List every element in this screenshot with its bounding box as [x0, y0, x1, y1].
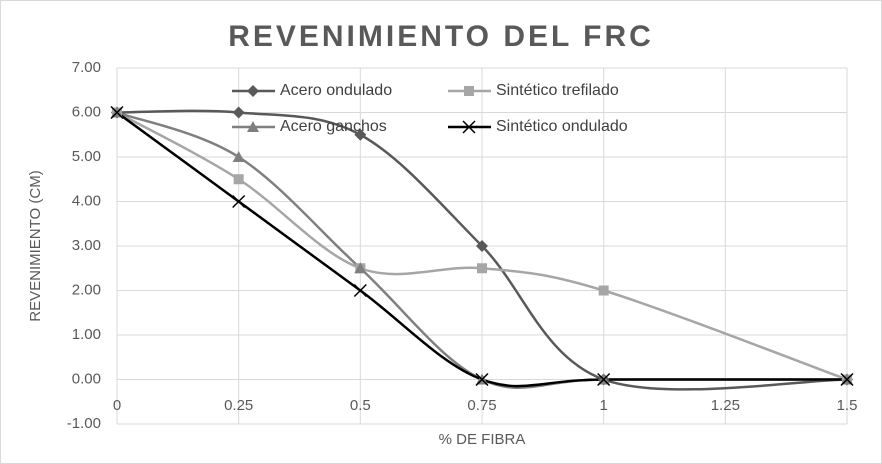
legend-text: Sintético ondulado — [496, 118, 628, 135]
chart-title: REVENIMIENTO DEL FRC — [228, 20, 654, 53]
marker — [840, 372, 854, 387]
x-tick-label: 0.5 — [350, 397, 371, 414]
x-tick-label: 0.75 — [467, 397, 496, 414]
marker — [476, 240, 488, 252]
legend-text: Acero ganchos — [280, 118, 387, 135]
marker — [232, 106, 245, 119]
marker — [233, 174, 244, 185]
y-tick-label: 2.00 — [72, 281, 101, 298]
x-axis-label: % DE FIBRA — [439, 431, 526, 448]
marker — [475, 372, 489, 387]
marker — [247, 85, 259, 97]
series-line — [116, 111, 847, 388]
legend-text: Acero ondulado — [280, 82, 392, 99]
y-tick-label: 1.00 — [72, 326, 101, 343]
marker — [464, 86, 474, 96]
y-axis-label: REVENIMIENTO (CM) — [27, 170, 44, 321]
marker — [462, 120, 476, 134]
y-tick-label: 3.00 — [72, 237, 101, 254]
marker — [598, 285, 609, 296]
x-tick-label: 1.5 — [837, 397, 858, 414]
y-tick-label: 5.00 — [72, 148, 101, 165]
x-tick-label: 1.25 — [711, 397, 740, 414]
marker — [232, 194, 246, 209]
y-tick-label: 6.00 — [72, 103, 101, 120]
marker — [247, 121, 259, 132]
legend-text: Sintético trefilado — [496, 82, 619, 99]
marker — [597, 372, 611, 387]
marker — [354, 262, 367, 274]
marker — [354, 128, 367, 141]
marker — [232, 151, 245, 162]
y-tick-label: 4.00 — [72, 192, 101, 209]
x-tick-label: 0.25 — [224, 397, 253, 414]
marker — [110, 105, 124, 120]
x-tick-label: 0 — [113, 397, 121, 414]
y-tick-label: -1.00 — [67, 415, 101, 432]
marker — [477, 263, 487, 274]
y-tick-label: 7.00 — [72, 59, 101, 76]
marker — [353, 283, 367, 298]
y-tick-label: 0.00 — [72, 370, 101, 387]
x-tick-label: 1 — [599, 397, 607, 414]
